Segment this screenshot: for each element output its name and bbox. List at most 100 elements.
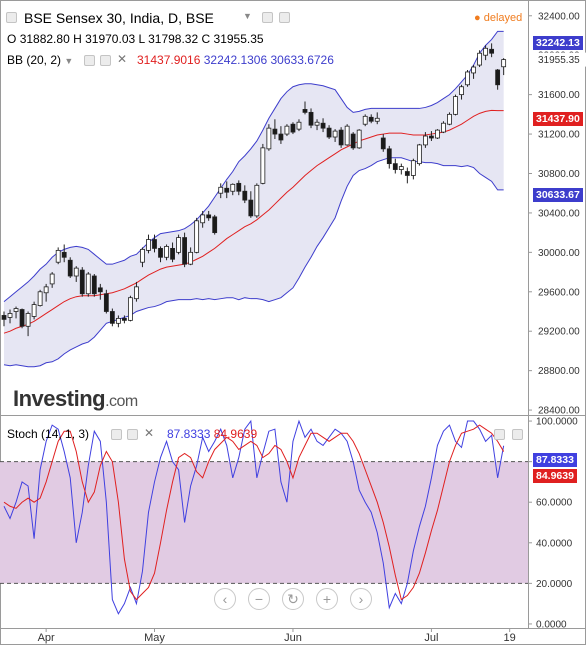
stoch-k-line [3, 419, 505, 615]
candle [398, 163, 404, 175]
eye-icon[interactable] [111, 429, 122, 440]
candle [477, 50, 482, 68]
candle [73, 266, 79, 282]
candle-down-body [368, 116, 374, 122]
candle [19, 308, 25, 329]
candle-down-body [97, 287, 103, 293]
reset-icon[interactable]: ↻ [282, 588, 304, 610]
gear-icon[interactable] [279, 12, 290, 23]
candle [465, 69, 470, 87]
candle-up-body [416, 144, 422, 165]
bb-upper-line [3, 30, 504, 303]
candle [248, 191, 254, 218]
stoch-values: 87.8333 84.9639 [167, 427, 257, 441]
candle-down-body [19, 309, 25, 327]
candle [31, 301, 37, 320]
collapse-icon[interactable] [6, 12, 17, 23]
candle [380, 134, 386, 152]
time-tick-label: May [144, 632, 165, 644]
candle [302, 101, 308, 115]
candle-up-body [37, 291, 43, 306]
chevron-down-icon[interactable]: ▼ [64, 56, 74, 66]
candle-up-body [194, 220, 200, 253]
candle-down-body [320, 122, 326, 129]
candle-down-body [109, 311, 115, 324]
candle [453, 94, 458, 116]
candle-down-body [429, 135, 434, 139]
gear-icon[interactable] [100, 55, 111, 66]
candle [489, 43, 495, 58]
chevron-down-icon[interactable]: ▼ [243, 11, 252, 21]
candle [134, 281, 139, 302]
candle-up-body [314, 121, 320, 126]
candle [272, 119, 278, 139]
candle [109, 308, 115, 327]
candle [350, 132, 356, 150]
candle-down-body [495, 69, 501, 86]
candle-up-body [218, 186, 224, 194]
candle-up-body [266, 127, 272, 150]
candle-down-body [67, 259, 73, 277]
candle-down-body [158, 248, 163, 258]
candle-up-body [146, 239, 151, 251]
candle [410, 158, 416, 180]
candle-down-body [103, 293, 109, 312]
candle [308, 108, 314, 129]
candle [435, 129, 440, 139]
close-icon[interactable]: ✕ [144, 426, 155, 440]
candle-down-body [170, 248, 175, 260]
candle [1, 311, 7, 327]
zoom-in-icon[interactable]: + [316, 588, 338, 610]
candle [284, 124, 290, 137]
candle-up-body [134, 286, 139, 300]
candle [97, 283, 103, 300]
eye-icon[interactable] [262, 12, 273, 23]
scroll-right-icon[interactable]: › [350, 588, 372, 610]
candle [326, 125, 332, 139]
scroll-left-icon[interactable]: ‹ [214, 588, 236, 610]
candle-up-body [483, 47, 489, 56]
candle-up-body [43, 286, 49, 294]
candle [158, 246, 163, 263]
close-tag-bg [529, 52, 586, 67]
candle [483, 45, 489, 61]
candle-up-body [453, 96, 458, 115]
bb-legend: BB (20, 2) ▼ [7, 53, 73, 67]
candle [362, 114, 368, 127]
candle [115, 315, 121, 328]
candle-down-body [182, 237, 188, 265]
candle [200, 210, 206, 228]
zoom-out-icon[interactable]: − [248, 588, 270, 610]
stoch-d-value: 84.9639 [213, 427, 258, 441]
gear-icon[interactable] [127, 429, 138, 440]
candle [37, 289, 43, 307]
candle-up-body [140, 248, 145, 263]
arrow-up-icon[interactable] [494, 429, 505, 440]
candle [103, 289, 109, 314]
candle [278, 126, 284, 144]
eye-icon[interactable] [84, 55, 95, 66]
candle [392, 158, 398, 174]
ohlc-readout: O 31882.80 H 31970.03 L 31798.32 C 31955… [7, 32, 264, 46]
candle [236, 180, 242, 196]
candle-up-body [254, 184, 260, 217]
candle-up-body [188, 251, 194, 265]
candle-up-body [284, 125, 290, 135]
candle-down-body [61, 251, 67, 258]
stoch-band-fill [0, 461, 528, 584]
delayed-status: ● delayed [474, 12, 523, 24]
candle [218, 183, 224, 199]
candle-down-body [206, 214, 212, 219]
candle [242, 185, 248, 204]
stoch-k-tag: 87.8333 [533, 453, 577, 467]
candle-down-body [380, 137, 386, 150]
candle-up-body [296, 121, 302, 130]
close-icon[interactable]: ✕ [117, 52, 128, 66]
candle-up-body [422, 135, 428, 146]
price-tick-label: 28800.00 [538, 366, 580, 377]
price-tick-label: 31200.00 [538, 130, 580, 141]
gear-icon[interactable] [512, 429, 523, 440]
candle-down-body [489, 48, 495, 54]
bb-label: BB (20, 2) [7, 53, 62, 67]
